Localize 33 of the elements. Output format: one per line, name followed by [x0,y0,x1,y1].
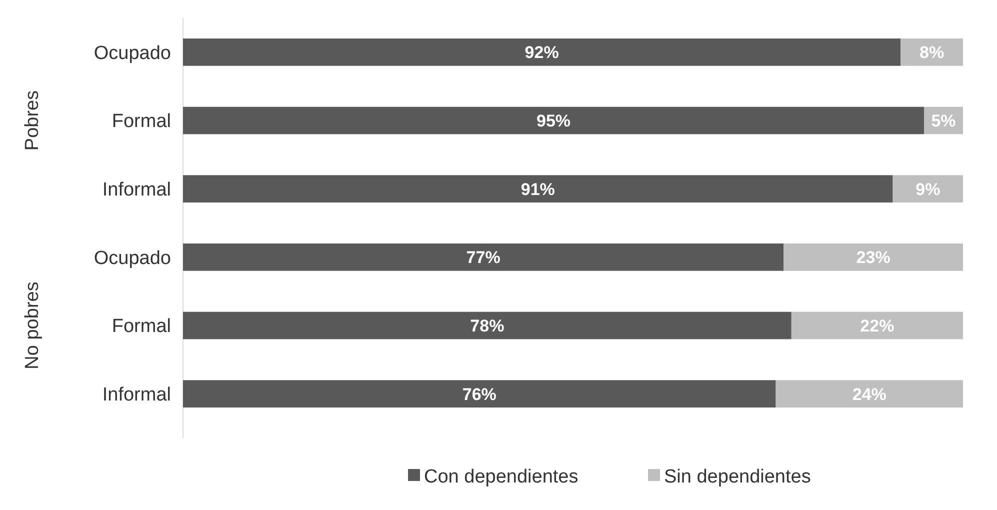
data-label: 5% [931,111,956,130]
y-tick-label: Formal [112,111,171,132]
bar [784,244,963,271]
data-label: 76% [462,384,496,404]
data-label: 23% [856,248,890,268]
bar [892,175,963,202]
legend-label: Con dependientes [424,466,578,488]
y-tick-label: Informal [102,179,171,200]
bar [183,312,792,340]
text: Pobres [22,90,43,151]
data-label: 22% [860,316,894,336]
bar [183,244,784,271]
data-label: 78% [470,316,504,336]
data-label: 92% [524,43,559,62]
data-label: 95% [536,111,571,130]
y-tick-label: Formal [112,316,171,338]
data-label: 91% [520,180,555,199]
legend-label: Sin dependientes [664,466,811,488]
y-tick-label: Ocupado [94,248,171,269]
bar [183,106,924,134]
y-tick-label: Informal [102,384,171,406]
bar [183,175,893,202]
bar [183,38,901,66]
bar [791,312,963,340]
data-label: 9% [916,180,940,199]
data-label: 24% [852,384,886,404]
y-tick-label: Ocupado [94,42,171,64]
data-label: 77% [466,248,500,268]
data-label: 8% [920,43,944,62]
bar [183,380,776,408]
text: No pobres [22,282,43,370]
bar [900,38,963,66]
bar [776,380,963,408]
